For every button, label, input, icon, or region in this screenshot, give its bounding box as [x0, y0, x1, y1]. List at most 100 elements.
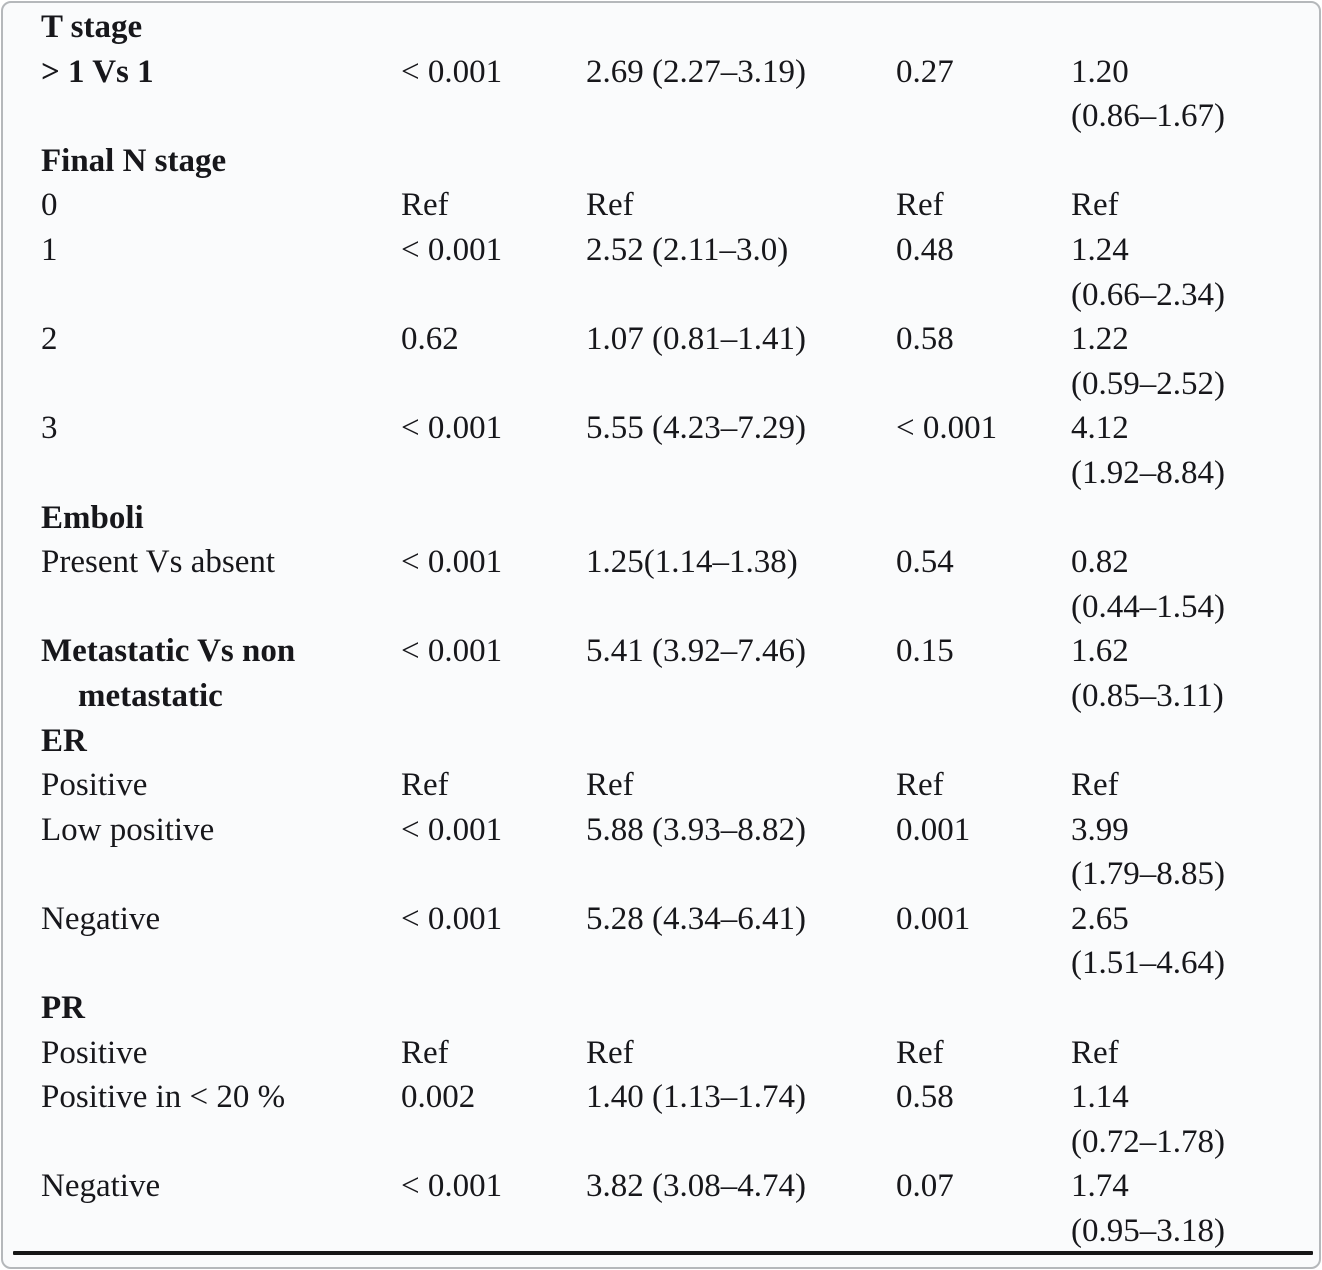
hr-ci-multivariate-cell: 4.12 (1.92–8.84)	[1071, 406, 1313, 495]
p-value-multivariate-cell: 0.15	[896, 629, 1071, 718]
variable-cell: 2	[41, 317, 401, 406]
variable-cell: Present Vs absent	[41, 540, 401, 629]
cell-value: 5.41 (3.92–7.46)	[586, 633, 806, 670]
variable-cell: Metastatic Vs non metastatic	[41, 629, 401, 718]
cell-value: 1.62	[1071, 633, 1129, 670]
hr-ci-univariate-cell: 1.07 (0.81–1.41)	[586, 317, 896, 406]
cell-value: 1.24	[1071, 231, 1129, 268]
p-value-univariate-cell: 0.002	[401, 1075, 586, 1164]
variable-cell: ER	[41, 719, 401, 764]
table-row: Positive Ref Ref Ref Ref	[41, 763, 1313, 808]
p-value-univariate-cell: Ref	[401, 1031, 586, 1076]
hr-ci-multivariate-cell: 1.24 (0.66–2.34)	[1071, 228, 1313, 317]
row-label: 1	[41, 231, 58, 268]
p-value-univariate-cell: Ref	[401, 763, 586, 808]
cell-value: < 0.001	[401, 410, 503, 447]
row-label: Positive	[41, 1034, 148, 1071]
cell-value: (1.92–8.84)	[1071, 454, 1225, 491]
cell-value: 0.58	[896, 1079, 954, 1116]
row-label: Final N stage	[41, 142, 227, 179]
hr-ci-univariate-cell	[586, 139, 896, 184]
cell-value: Ref	[896, 187, 944, 224]
p-value-multivariate-cell: Ref	[896, 1031, 1071, 1076]
row-label: ER	[41, 722, 87, 759]
variable-cell: 0	[41, 183, 401, 228]
cell-value: (0.66–2.34)	[1071, 276, 1225, 313]
hr-ci-univariate-cell: Ref	[586, 183, 896, 228]
hr-ci-multivariate-cell: Ref	[1071, 183, 1313, 228]
p-value-multivariate-cell: 0.58	[896, 317, 1071, 406]
variable-cell: PR	[41, 986, 401, 1031]
cell-value: 0.001	[896, 900, 971, 937]
hr-ci-univariate-cell	[586, 5, 896, 50]
hr-ci-univariate-cell: 5.55 (4.23–7.29)	[586, 406, 896, 495]
hr-ci-univariate-cell: 2.52 (2.11–3.0)	[586, 228, 896, 317]
cell-value: < 0.001	[401, 544, 503, 581]
hr-ci-univariate-cell	[586, 719, 896, 764]
hr-ci-multivariate-cell: 1.62 (0.85–3.11)	[1071, 629, 1313, 718]
row-label: > 1 Vs 1	[41, 53, 154, 90]
cell-value: 1.07 (0.81–1.41)	[586, 321, 806, 358]
variable-cell: Emboli	[41, 496, 401, 541]
section-header-row: PR	[41, 986, 1313, 1031]
cell-value: Ref	[1071, 1034, 1119, 1071]
hr-ci-univariate-cell: Ref	[586, 763, 896, 808]
cell-value: < 0.001	[401, 900, 503, 937]
row-label: Emboli	[41, 499, 144, 536]
cell-value: 1.74	[1071, 1168, 1129, 1205]
hr-ci-univariate-cell: 5.41 (3.92–7.46)	[586, 629, 896, 718]
row-label: metastatic	[78, 677, 223, 714]
variable-cell: T stage	[41, 5, 401, 50]
row-label: 3	[41, 410, 58, 447]
p-value-univariate-cell	[401, 986, 586, 1031]
p-value-multivariate-cell	[896, 496, 1071, 541]
section-header-row: ER	[41, 719, 1313, 764]
table-row: 2 0.62 1.07 (0.81–1.41) 0.58 1.22 (0.59–2.52)	[41, 317, 1313, 406]
hr-ci-multivariate-cell	[1071, 986, 1313, 1031]
p-value-multivariate-cell	[896, 139, 1071, 184]
variable-cell: > 1 Vs 1	[41, 50, 401, 139]
p-value-univariate-cell: < 0.001	[401, 808, 586, 897]
p-value-univariate-cell	[401, 139, 586, 184]
cell-value: < 0.001	[401, 811, 503, 848]
cell-value: 1.22	[1071, 321, 1129, 358]
p-value-multivariate-cell	[896, 986, 1071, 1031]
cell-value: 0.82	[1071, 544, 1129, 581]
section-header-row: Final N stage	[41, 139, 1313, 184]
row-label: Low positive	[41, 811, 215, 848]
hr-ci-multivariate-cell: 1.20 (0.86–1.67)	[1071, 50, 1313, 139]
row-label: Negative	[41, 900, 161, 937]
p-value-univariate-cell: Ref	[401, 183, 586, 228]
cell-value: 5.88 (3.93–8.82)	[586, 811, 806, 848]
hr-ci-multivariate-cell	[1071, 719, 1313, 764]
cell-value: (0.95–3.18)	[1071, 1213, 1225, 1250]
p-value-univariate-cell	[401, 5, 586, 50]
hr-ci-multivariate-cell: 1.22 (0.59–2.52)	[1071, 317, 1313, 406]
row-label: 2	[41, 321, 58, 358]
hr-ci-univariate-cell: 5.88 (3.93–8.82)	[586, 808, 896, 897]
cell-value: Ref	[896, 1034, 944, 1071]
hr-ci-multivariate-cell	[1071, 496, 1313, 541]
variable-cell: Negative	[41, 897, 401, 986]
cell-value: < 0.001	[401, 231, 503, 268]
hr-ci-univariate-cell: 2.69 (2.27–3.19)	[586, 50, 896, 139]
cell-value: 2.52 (2.11–3.0)	[586, 231, 789, 268]
variable-cell: Low positive	[41, 808, 401, 897]
hr-ci-multivariate-cell: 2.65 (1.51–4.64)	[1071, 897, 1313, 986]
table-row: Negative < 0.001 5.28 (4.34–6.41) 0.001 2.65…	[41, 897, 1313, 986]
variable-cell: 1	[41, 228, 401, 317]
cell-value: (0.85–3.11)	[1071, 677, 1224, 714]
variable-cell: Positive in < 20 %	[41, 1075, 401, 1164]
p-value-multivariate-cell: 0.54	[896, 540, 1071, 629]
p-value-univariate-cell	[401, 496, 586, 541]
variable-cell: Positive	[41, 763, 401, 808]
cell-value: 0.002	[401, 1079, 476, 1116]
p-value-univariate-cell: < 0.001	[401, 406, 586, 495]
cell-value: 5.55 (4.23–7.29)	[586, 410, 806, 447]
hr-ci-univariate-cell	[586, 986, 896, 1031]
p-value-multivariate-cell	[896, 5, 1071, 50]
cell-value: Ref	[401, 187, 449, 224]
table-row: 1 < 0.001 2.52 (2.11–3.0) 0.48 1.24 (0.66–2.3…	[41, 228, 1313, 317]
cell-value: 3.99	[1071, 811, 1129, 848]
cell-value: (0.59–2.52)	[1071, 365, 1225, 402]
